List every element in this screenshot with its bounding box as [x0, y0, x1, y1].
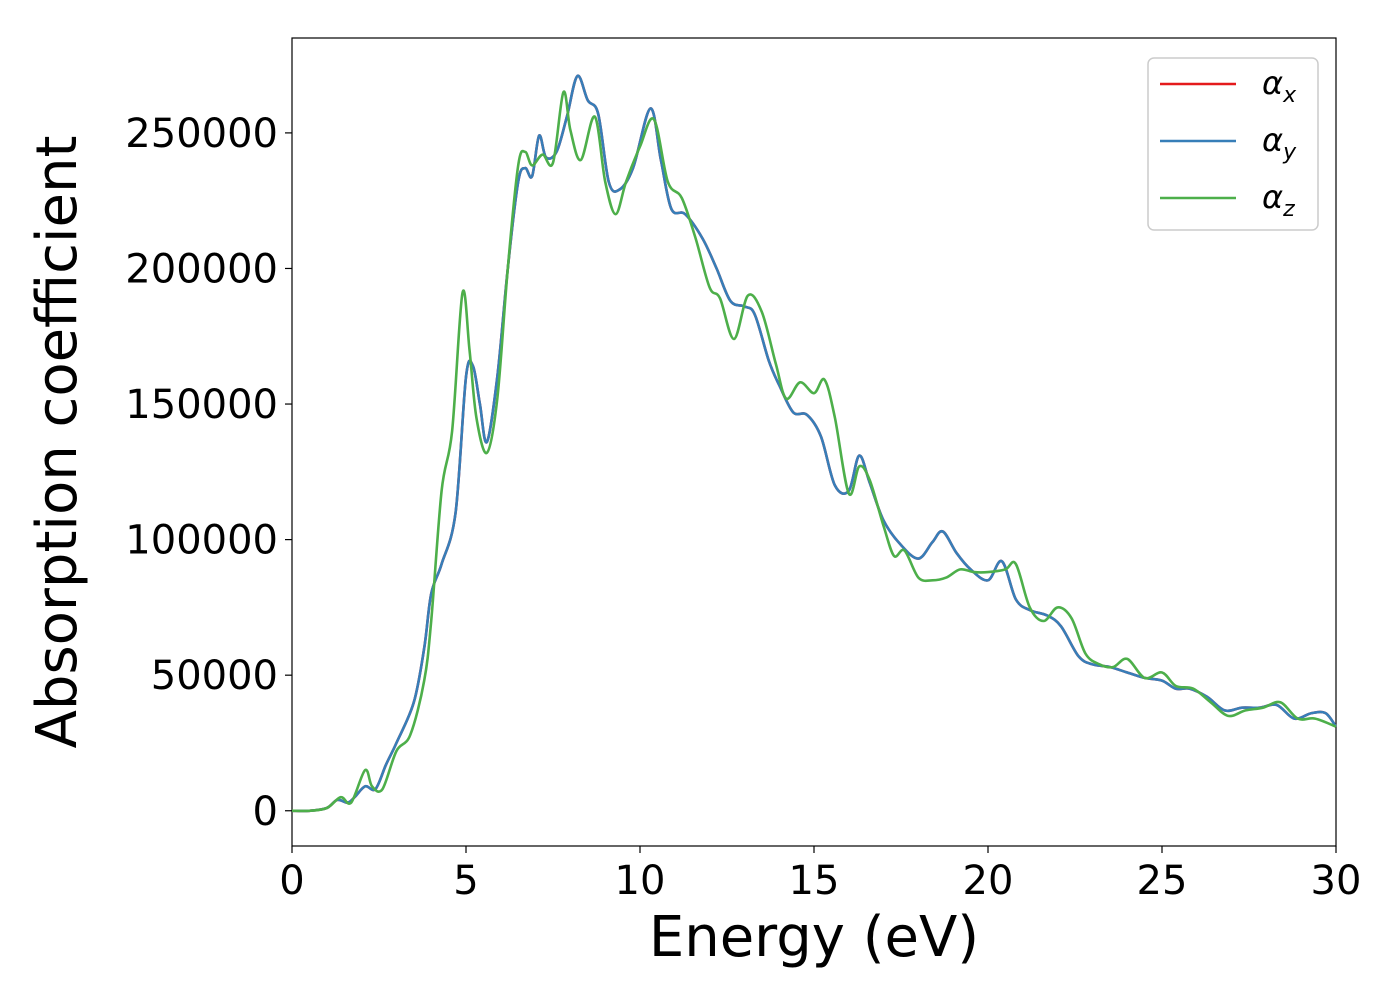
x-tick-label: 25	[1137, 858, 1188, 904]
y-axis-title: Absorption coefficient	[25, 136, 90, 749]
legend: αx αy αz	[1147, 57, 1319, 231]
legend-label-z: αz	[1262, 178, 1295, 222]
x-axis-title: Energy (eV)	[649, 905, 979, 970]
x-tick-label: 15	[789, 858, 840, 904]
series-line-z	[291, 90, 1337, 813]
y-tick-label: 100000	[125, 518, 278, 564]
series-layer	[291, 74, 1338, 813]
legend-box	[1147, 57, 1319, 231]
x-tick-label: 10	[615, 858, 666, 904]
y-tick-label: 50000	[151, 653, 278, 699]
legend-label-x: αx	[1262, 64, 1297, 108]
x-tick-label: 30	[1311, 858, 1362, 904]
y-tick-label: 200000	[125, 246, 278, 292]
x-tick-label: 5	[453, 858, 478, 904]
y-axis-ticks: 0 50000 100000 150000 200000 250000	[125, 111, 292, 835]
x-axis-ticks: 0 5 10 15 20 25 30	[279, 846, 1361, 904]
x-tick-label: 20	[963, 858, 1014, 904]
series-line-y	[291, 74, 1338, 813]
y-tick-label: 250000	[125, 111, 278, 157]
x-tick-label: 0	[279, 858, 304, 904]
y-tick-label: 0	[253, 789, 278, 835]
y-tick-label: 150000	[125, 382, 278, 428]
legend-label-y: αy	[1262, 121, 1297, 165]
